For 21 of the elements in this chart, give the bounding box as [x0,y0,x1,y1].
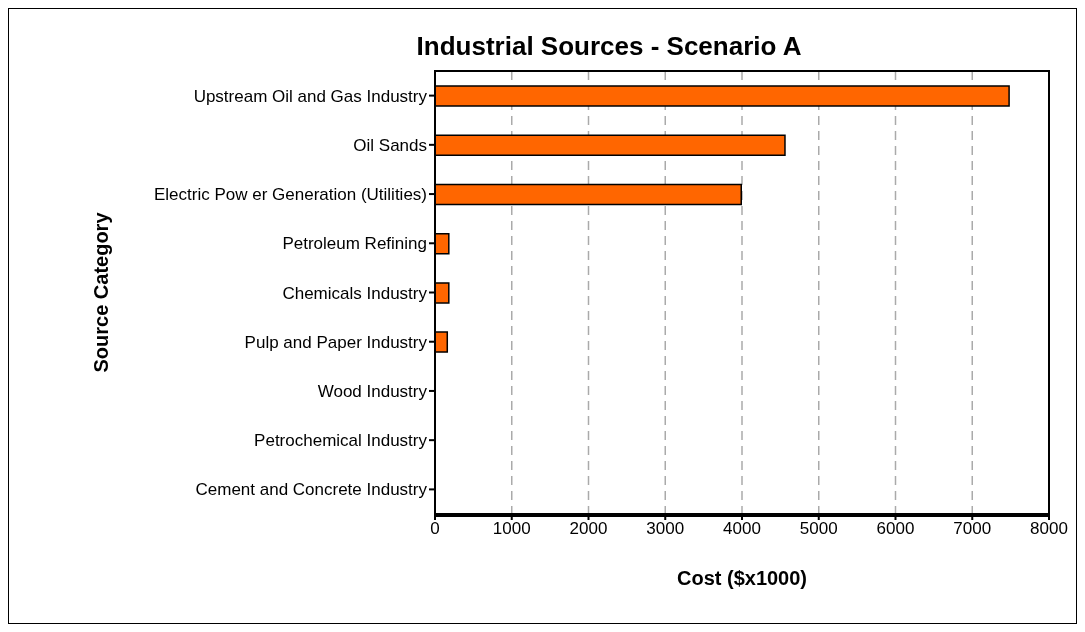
x-tick-label: 2000 [569,519,608,539]
x-tick-label: 7000 [953,519,992,539]
chart-title: Industrial Sources - Scenario A [415,31,803,62]
y-tick-label: Wood Industry [317,381,428,401]
y-tick-label: Petrochemical Industry [254,431,428,451]
x-tick-label: 5000 [799,519,838,539]
x-tick-label: 0 [430,519,440,539]
x-tick-label: 1000 [492,519,531,539]
x-tick-label: 6000 [876,519,915,539]
x-axis-title: Cost ($x1000) [676,567,808,589]
y-tick-label: Petroleum Refining [282,234,427,254]
y-tick-label: Upstream Oil and Gas Industry [193,86,428,106]
y-tick-label: Pulp and Paper Industry [244,332,428,352]
y-tick-label: Oil Sands [353,135,427,155]
x-tick-label: 4000 [723,519,761,539]
x-tick-label: 3000 [646,519,685,539]
y-axis-title: Source Category [90,211,113,373]
y-tick-label: Chemicals Industry [282,283,428,303]
y-tick-label: Electric Pow er Generation (Utilities) [153,185,427,205]
x-tick-label: 8000 [1030,519,1068,539]
y-tick-label: Cement and Concrete Industry [195,480,428,500]
